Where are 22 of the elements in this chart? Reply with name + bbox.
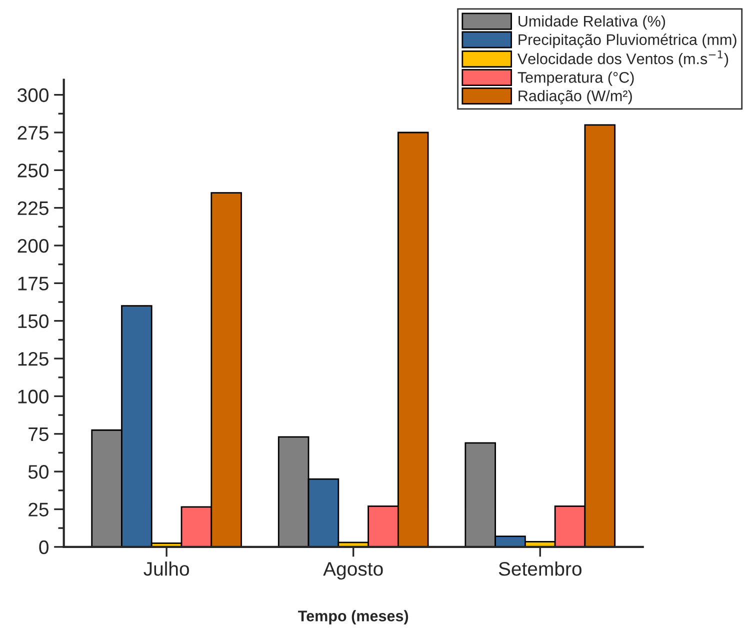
legend-label: Temperatura (°C) [518, 72, 634, 86]
y-tick-label: 100 [18, 390, 48, 404]
legend-label: Umidade Relativa (%) [518, 15, 666, 30]
y-tick-label: 125 [18, 352, 48, 366]
y-tick-label: 150 [18, 314, 48, 328]
legend-label: Velocidade dos Ventos (m.s$^{−1}$) [517, 50, 728, 68]
x-tick-label: Agosto [323, 562, 383, 580]
y-tick-label: 75 [28, 428, 48, 442]
x-tick-label: Julho [144, 561, 189, 576]
legend-label: Precipitação Pluviométrica (mm) [518, 34, 736, 48]
y-tick-label: 200 [18, 238, 48, 253]
y-tick-label: 0 [39, 540, 48, 554]
y-tick-label: 50 [28, 465, 48, 479]
y-tick-label: 25 [28, 502, 48, 516]
legend-label: Radiação (W/m²) [518, 90, 632, 104]
y-tick-label: 275 [18, 126, 48, 140]
y-tick-label: 225 [18, 201, 48, 216]
y-tick-label: 175 [18, 276, 48, 290]
y-tick-label: 250 [18, 164, 48, 178]
x-axis-title: Tempo (meses) [298, 610, 408, 624]
x-tick-label: Setembro [498, 561, 582, 576]
y-tick-label: 300 [18, 88, 48, 102]
